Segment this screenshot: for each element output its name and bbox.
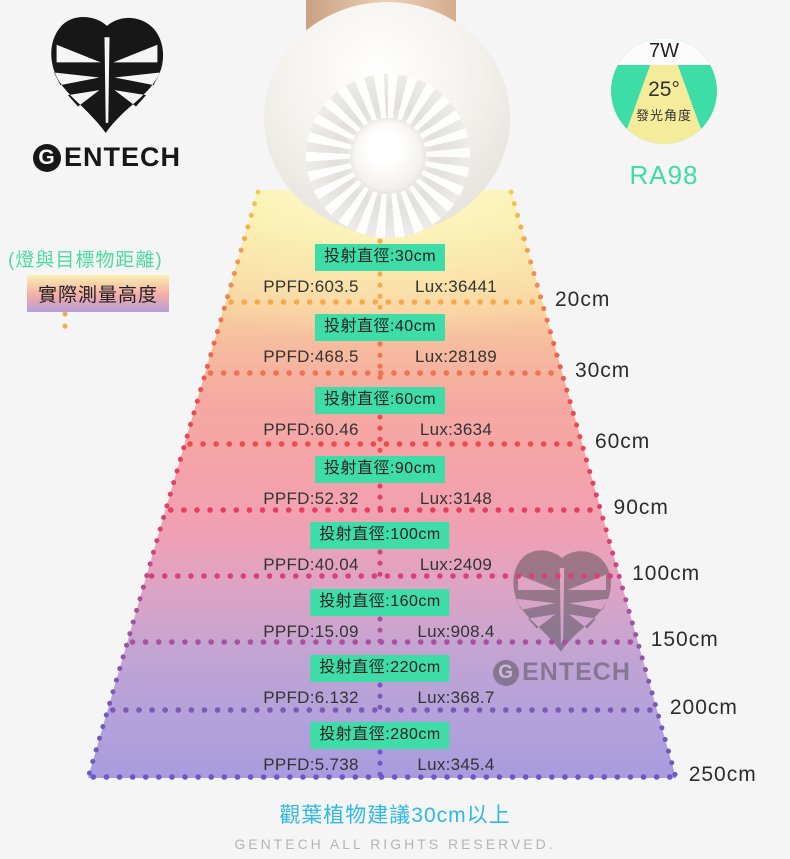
legend-distance-note: (燈與目標物距離)	[8, 250, 163, 271]
distance-label: 30cm	[574, 359, 631, 382]
diameter-badge: 投射直徑:90cm	[314, 456, 446, 483]
logo-g-mark: G	[32, 143, 61, 172]
ppfd-value: PPFD:5.738	[263, 755, 359, 774]
beam-angle-label: 發光角度	[635, 108, 692, 124]
ppfd-value: PPFD:15.09	[263, 622, 359, 641]
lux-value: Lux:36441	[414, 277, 498, 296]
lux-value: Lux:28189	[414, 347, 498, 366]
spec-badge: 7W 25° 發光角度	[611, 38, 717, 144]
distance-label: 250cm	[688, 763, 757, 786]
lux-value: Lux:3634	[419, 420, 493, 439]
diameter-badge: 投射直徑:280cm	[310, 722, 450, 749]
distance-label: 150cm	[650, 628, 719, 651]
ppfd-value: PPFD:468.5	[263, 347, 359, 366]
lamp-lens-core	[350, 118, 426, 194]
diameter-badge: 投射直徑:40cm	[314, 314, 446, 341]
distance-label: 20cm	[554, 288, 611, 311]
distance-label: 100cm	[632, 562, 701, 585]
lux-value: Lux:345.4	[417, 755, 495, 774]
diameter-badge: 投射直徑:220cm	[310, 655, 450, 682]
distance-label: 90cm	[613, 496, 669, 519]
lux-value: Lux:368.7	[417, 688, 495, 707]
footer-copyright: GENTECH ALL RIGHTS RESERVED.	[234, 836, 556, 852]
wattage-label: 7W	[611, 38, 717, 65]
ppfd-value: PPFD:603.5	[263, 277, 359, 296]
footer-recommendation: 觀葉植物建議30cm以上	[279, 804, 511, 827]
lux-value: Lux:3148	[419, 489, 493, 508]
legend-height-label: 實際測量高度	[27, 275, 170, 312]
monstera-leaf-icon	[51, 17, 164, 133]
cri-label: RA98	[629, 160, 699, 190]
diameter-badge: 投射直徑:160cm	[310, 589, 450, 616]
ppfd-value: PPFD:52.32	[263, 489, 359, 508]
diameter-badge: 投射直徑:30cm	[314, 244, 446, 271]
logo-name-text: ENTECH	[63, 142, 181, 172]
ppfd-value: PPFD:40.04	[263, 555, 359, 574]
ppfd-value: PPFD:60.46	[263, 420, 359, 439]
distance-label: 60cm	[594, 430, 651, 453]
lamp-bulb-body	[264, 2, 510, 238]
ppfd-value: PPFD:6.132	[263, 688, 359, 707]
brand-name: G ENTECH	[22, 142, 192, 173]
distance-label: 200cm	[669, 696, 738, 719]
beam-angle-value: 25°	[648, 78, 680, 101]
beam-angle-graphic: 25° 發光角度	[621, 65, 707, 144]
diameter-badge: 投射直徑:100cm	[310, 522, 450, 549]
lux-value: Lux:908.4	[417, 622, 495, 641]
diameter-badge: 投射直徑:60cm	[314, 387, 446, 414]
lamp-lens-ring	[306, 74, 470, 238]
lux-value: Lux:2409	[419, 555, 493, 574]
brand-logo: G ENTECH	[22, 12, 192, 173]
